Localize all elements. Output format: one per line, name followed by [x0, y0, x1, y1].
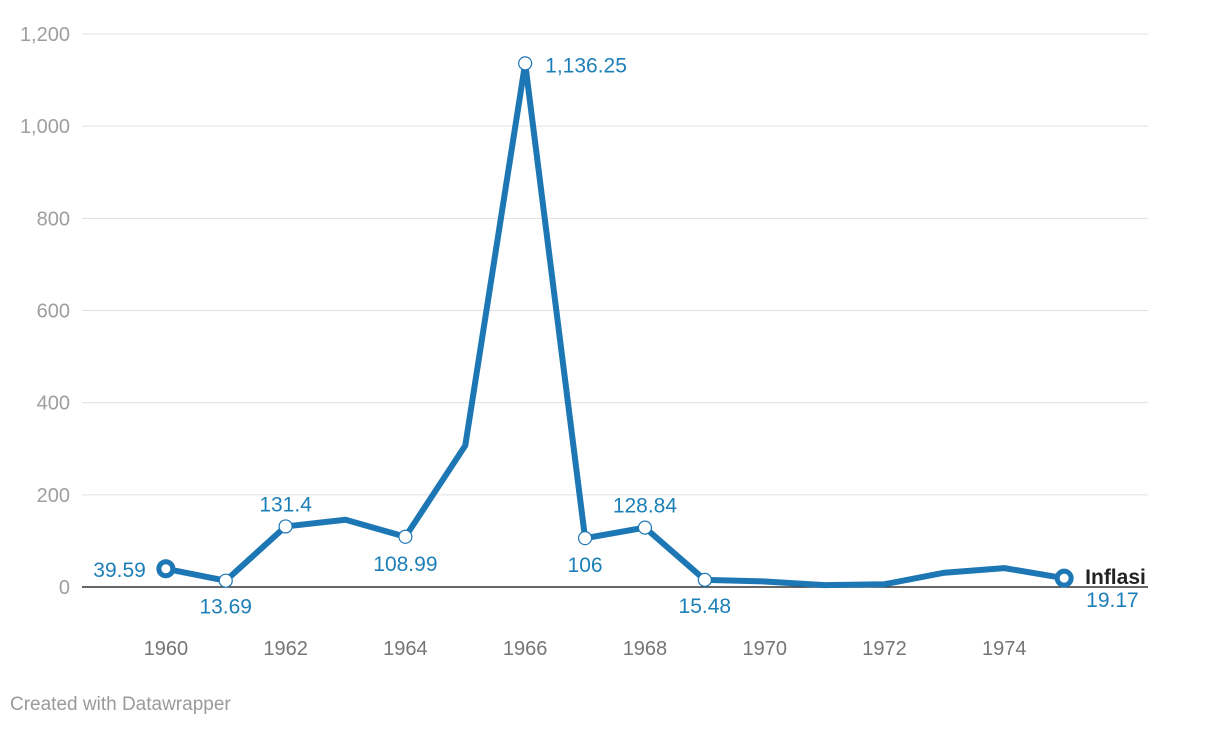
y-tick-label: 800	[37, 208, 70, 230]
x-tick-label: 1970	[742, 638, 787, 660]
data-label: 131.4	[259, 493, 312, 516]
x-tick-label: 1974	[982, 638, 1027, 660]
y-tick-label: 0	[59, 577, 70, 599]
y-tick-label: 400	[37, 393, 70, 415]
data-point-marker	[218, 573, 233, 588]
data-label: 1,136.25	[545, 54, 627, 77]
data-label: 128.84	[613, 495, 678, 518]
data-label: 19.17	[1086, 589, 1139, 612]
data-point-marker	[1054, 568, 1074, 588]
y-tick-label: 200	[37, 485, 70, 507]
data-label: 15.48	[679, 595, 732, 618]
x-tick-label: 1962	[263, 638, 308, 660]
series-line-inflasi	[162, 60, 1068, 589]
x-tick-label: 1964	[383, 638, 428, 660]
data-label: 106	[568, 554, 603, 577]
x-tick-label: 1968	[623, 638, 668, 660]
y-tick-label: 1,200	[20, 24, 70, 46]
x-tick-label: 1972	[862, 638, 907, 660]
data-point-marker	[156, 559, 176, 579]
data-label: 39.59	[93, 559, 146, 582]
data-point-marker	[637, 520, 653, 535]
data-point-marker	[398, 529, 413, 544]
y-tick-label: 1,000	[20, 116, 70, 138]
data-point-marker	[577, 531, 593, 546]
x-tick-label: 1960	[144, 638, 189, 660]
y-tick-label: 600	[37, 301, 70, 323]
data-label: 13.69	[199, 596, 252, 619]
data-point-marker	[278, 519, 293, 534]
credit-text: Created with Datawrapper	[10, 694, 231, 715]
data-point-marker	[518, 56, 533, 71]
data-label: 108.99	[373, 553, 437, 576]
data-point-marker	[697, 572, 712, 587]
series-name-label: Inflasi	[1085, 566, 1146, 589]
x-tick-label: 1966	[503, 638, 548, 660]
